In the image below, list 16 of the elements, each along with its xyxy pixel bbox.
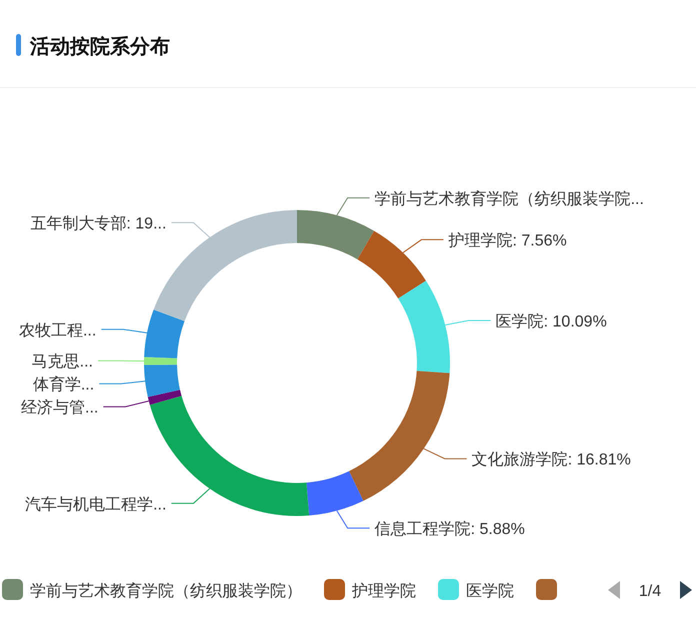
legend-label: 学前与艺术教育学院（纺织服装学院） <box>30 582 302 600</box>
legend-label: 护理学院 <box>351 582 416 600</box>
data-label: 医学院: 10.09% <box>496 312 607 331</box>
data-label: 农牧工程... <box>18 322 96 340</box>
data-label: 经济与管... <box>21 398 98 417</box>
data-label: 文化旅游学院: 16.81% <box>472 450 631 469</box>
data-label: 马克思... <box>32 352 94 371</box>
data-label: 体育学... <box>32 376 94 394</box>
legend-label: 医学院 <box>466 582 514 600</box>
data-label: 汽车与机电工程学... <box>25 495 166 514</box>
data-label: 五年制大专部: 19... <box>30 214 166 233</box>
chart-title: 活动按院系分布 <box>29 35 170 58</box>
data-label: 护理学院: 7.56% <box>447 232 567 250</box>
data-label: 信息工程学院: 5.88% <box>374 520 525 538</box>
text: 1/4 <box>638 583 662 600</box>
data-label: 学前与艺术教育学院（纺织服装学院... <box>374 190 644 208</box>
